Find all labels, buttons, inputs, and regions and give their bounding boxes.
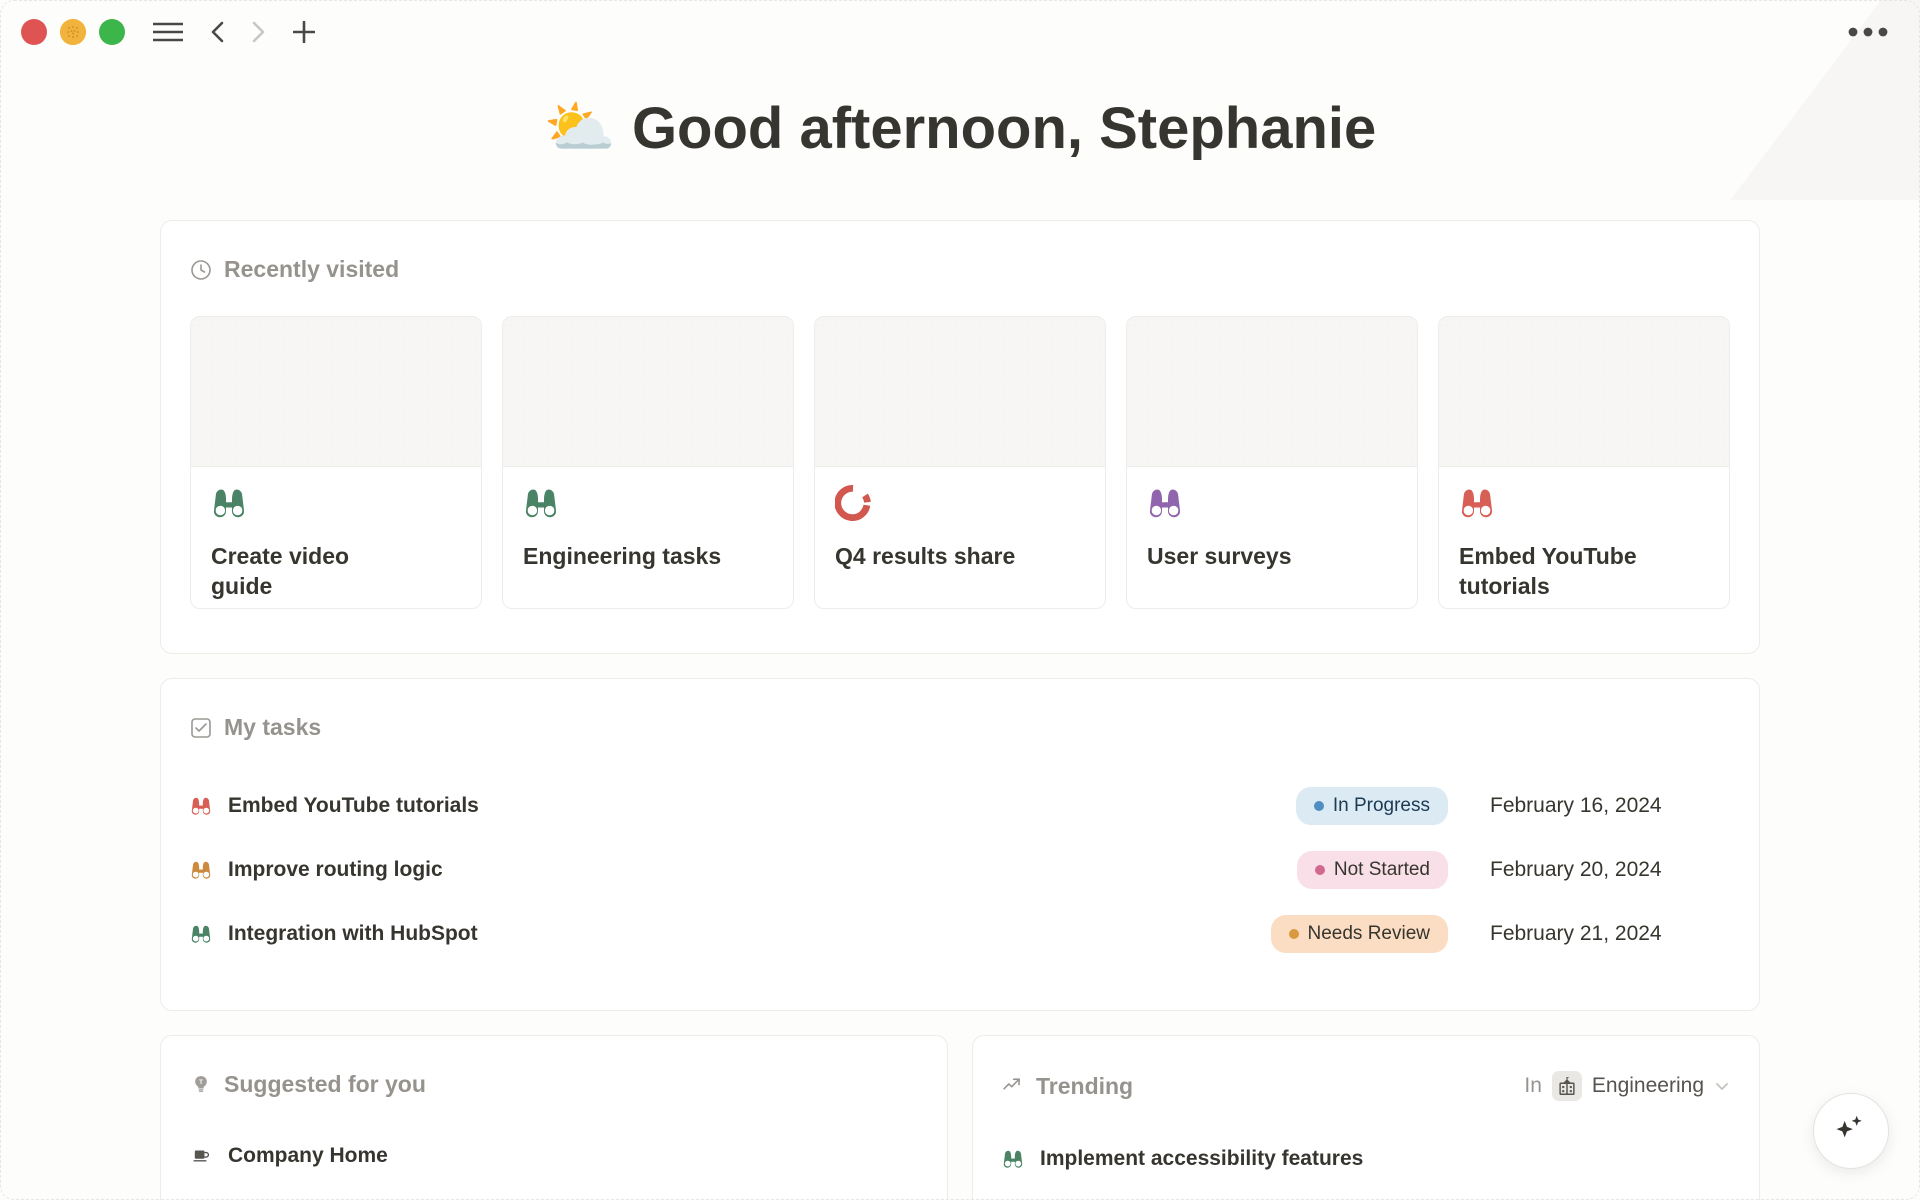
svg-text:T: T — [199, 1078, 203, 1085]
